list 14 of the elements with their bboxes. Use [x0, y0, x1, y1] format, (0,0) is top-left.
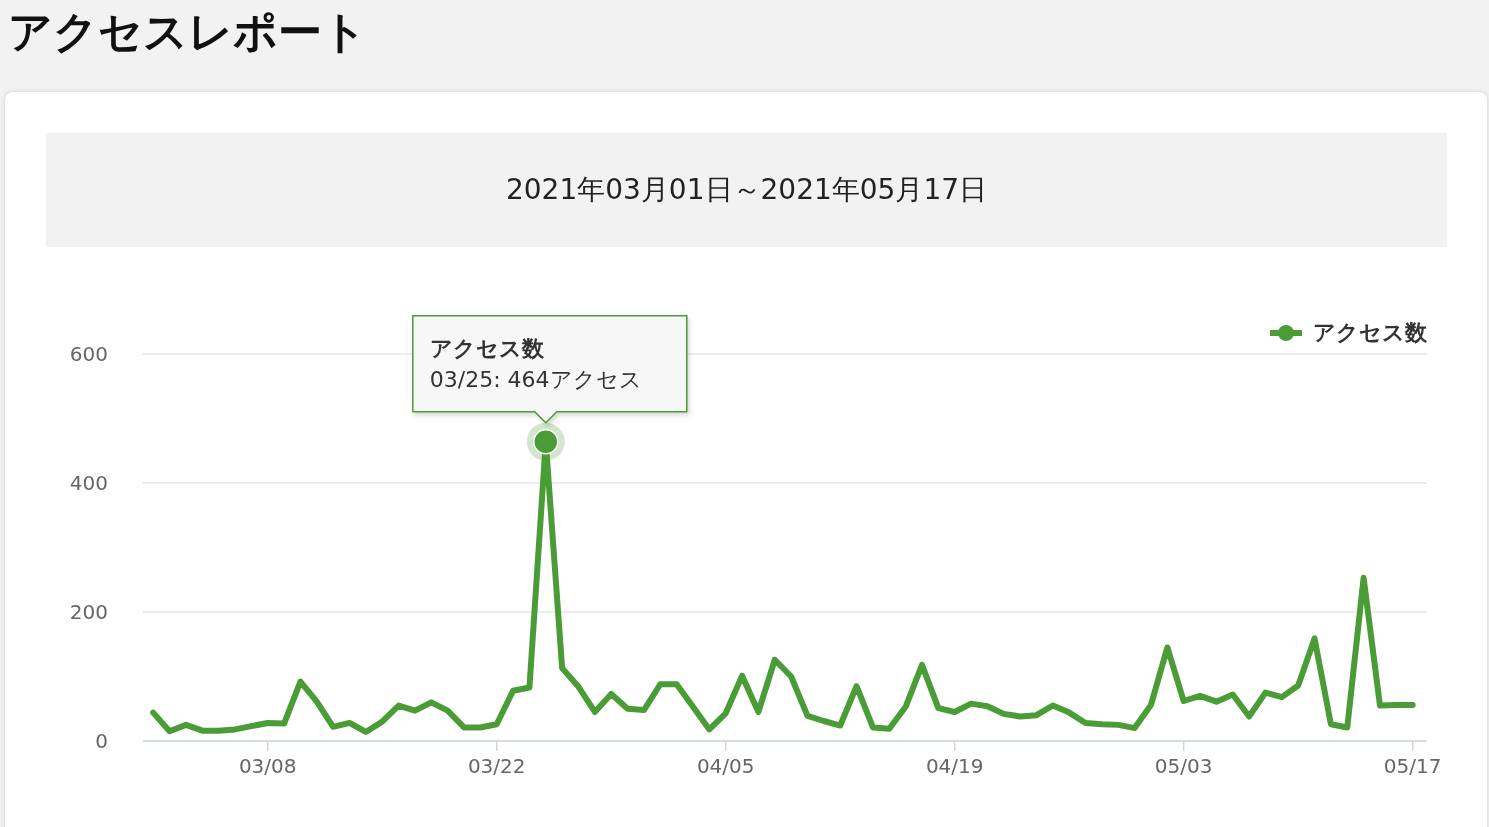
x-tick-label: 03/08 [238, 754, 297, 779]
x-tick-label: 04/05 [696, 754, 755, 779]
x-tick-label: 05/17 [1383, 754, 1442, 779]
y-tick-label: 600 [69, 342, 108, 367]
chart-title: アクセスレポート [8, 5, 367, 59]
y-tick-label: 0 [95, 729, 108, 754]
chart-subtitle: 2021年03月01日～2021年05月17日 [505, 172, 988, 208]
annotation: アクセス数 03/25: 464アクセス [429, 335, 642, 392]
x-tick-label: 04/19 [925, 754, 984, 779]
x-tick-label: 05/03 [1154, 754, 1213, 779]
x-tick-label: 03/22 [467, 754, 526, 779]
legend-label: アクセス数 [1313, 319, 1427, 347]
y-tick-label: 400 [69, 471, 108, 496]
y-tick-label: 200 [69, 600, 108, 625]
